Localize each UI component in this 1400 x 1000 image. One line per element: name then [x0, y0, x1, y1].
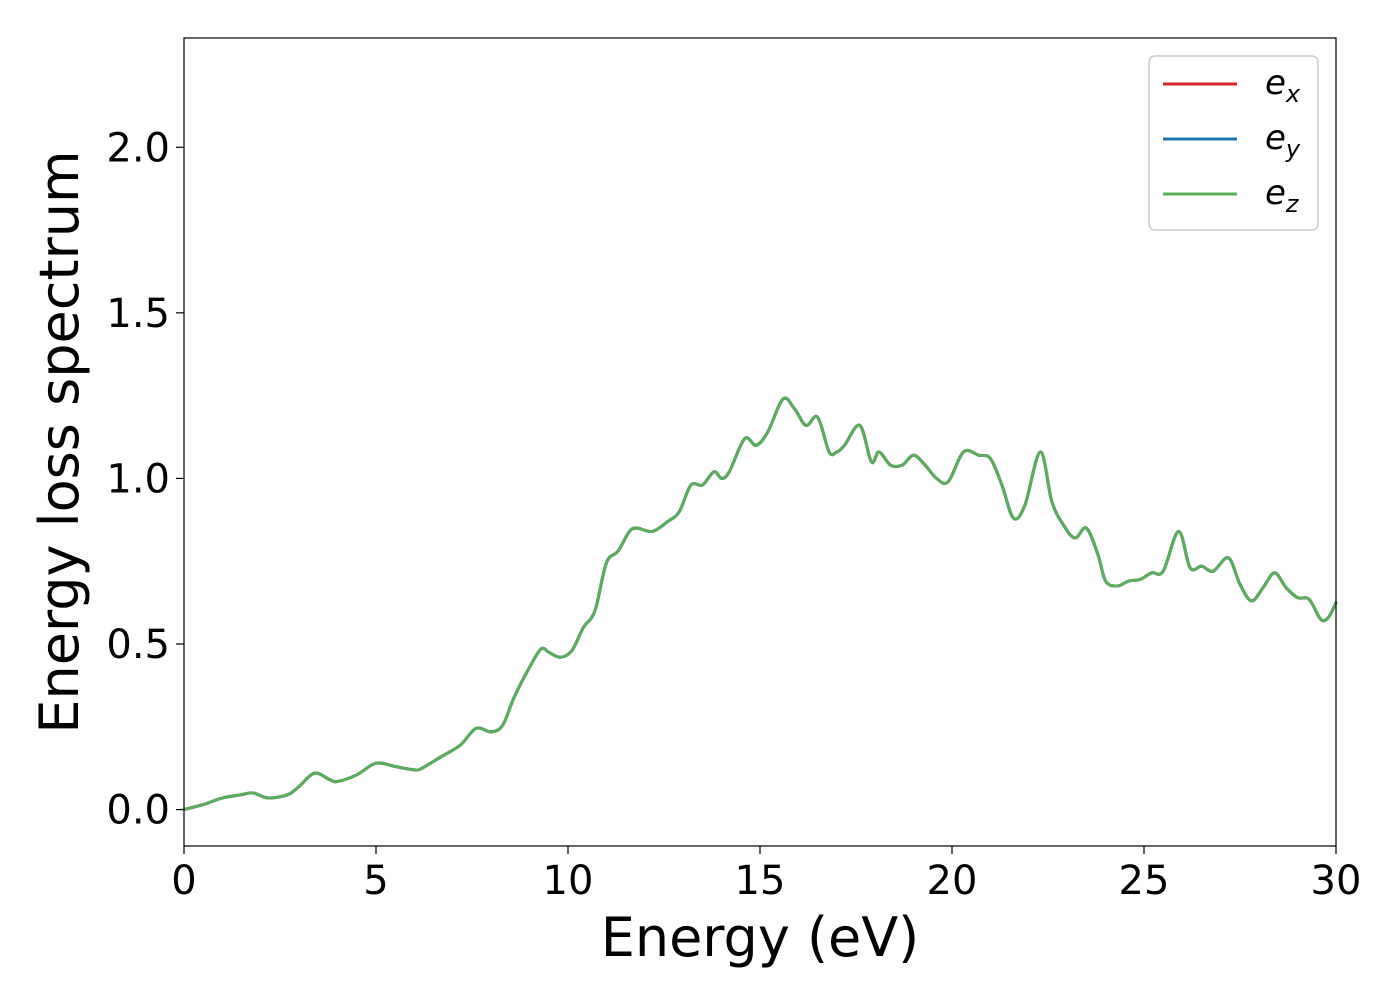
y-axis-title: Energy loss spectrum: [28, 150, 91, 733]
series-line-e-z: [182, 396, 1338, 812]
x-tick-label-6: 30: [1311, 858, 1362, 904]
x-tick-label-1: 5: [363, 858, 388, 904]
x-tick-label-5: 25: [1119, 858, 1170, 904]
legend-box: [1148, 55, 1319, 231]
y-tick-label-0: 0.0: [106, 788, 170, 834]
x-tick-label-2: 10: [543, 858, 594, 904]
series-layer: [182, 396, 1338, 812]
y-axis: 0.0 0.5 1.0 1.5 2.0: [106, 125, 184, 834]
x-tick-label-3: 15: [735, 858, 786, 904]
y-tick-label-3: 1.5: [106, 291, 170, 337]
y-tick-label-4: 2.0: [106, 125, 170, 171]
x-tick-label-0: 0: [171, 858, 196, 904]
x-tick-label-4: 20: [927, 858, 978, 904]
y-tick-label-1: 0.5: [106, 622, 170, 668]
x-axis: 0 5 10 15 20 25 30: [171, 846, 1361, 904]
x-axis-title: Energy (eV): [601, 906, 920, 969]
y-tick-label-2: 1.0: [106, 456, 170, 502]
